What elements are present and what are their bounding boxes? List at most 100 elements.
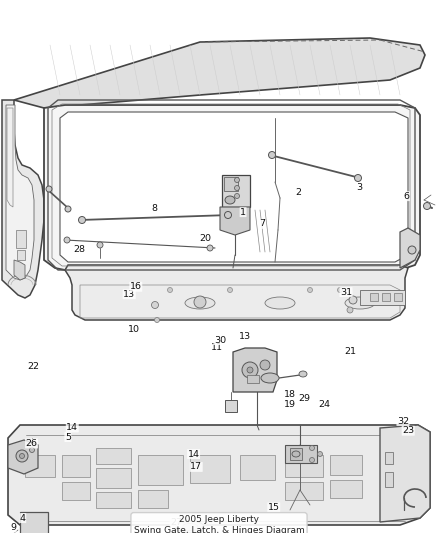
Bar <box>285 455 323 477</box>
Text: 3: 3 <box>356 183 362 192</box>
Circle shape <box>408 246 416 254</box>
Circle shape <box>307 287 312 293</box>
Text: 27: 27 <box>170 518 182 527</box>
Bar <box>385 452 393 464</box>
Bar <box>290 448 302 460</box>
Circle shape <box>318 451 322 456</box>
Circle shape <box>29 448 35 453</box>
Polygon shape <box>2 100 44 298</box>
Circle shape <box>225 212 232 219</box>
Circle shape <box>227 287 233 293</box>
Bar <box>62 482 90 500</box>
Bar <box>247 375 259 383</box>
Text: 2: 2 <box>295 189 301 197</box>
Bar <box>138 490 168 508</box>
Polygon shape <box>65 265 408 320</box>
Text: 24: 24 <box>318 400 330 408</box>
Polygon shape <box>220 207 250 235</box>
Bar <box>17 250 25 260</box>
Ellipse shape <box>176 521 204 533</box>
Text: 15: 15 <box>268 503 280 512</box>
Circle shape <box>354 174 361 182</box>
Bar <box>96 468 131 488</box>
Bar <box>62 455 90 477</box>
Polygon shape <box>7 108 13 207</box>
Polygon shape <box>8 440 38 474</box>
Bar <box>190 455 230 483</box>
Text: 10: 10 <box>127 325 140 334</box>
Bar <box>330 480 362 498</box>
Ellipse shape <box>225 196 235 204</box>
Bar <box>138 455 183 485</box>
Bar <box>330 455 362 475</box>
Bar <box>394 293 402 301</box>
Text: 14: 14 <box>187 450 200 458</box>
Polygon shape <box>44 105 420 270</box>
Circle shape <box>347 307 353 313</box>
Text: 21: 21 <box>344 348 357 356</box>
Text: 30: 30 <box>214 336 226 344</box>
Circle shape <box>65 206 71 212</box>
Text: 8: 8 <box>151 205 157 213</box>
Text: 22: 22 <box>27 362 39 371</box>
Circle shape <box>424 203 431 209</box>
Circle shape <box>349 296 357 304</box>
Text: 32: 32 <box>397 417 409 425</box>
Text: 29: 29 <box>298 394 311 403</box>
Text: 26: 26 <box>25 439 38 448</box>
Circle shape <box>155 318 159 322</box>
Text: 20: 20 <box>199 235 211 243</box>
Ellipse shape <box>292 451 300 457</box>
Circle shape <box>268 151 276 158</box>
Text: 6: 6 <box>403 192 410 200</box>
Polygon shape <box>6 105 34 280</box>
Polygon shape <box>14 38 425 108</box>
Ellipse shape <box>265 297 295 309</box>
Text: 9: 9 <box>10 523 16 532</box>
Polygon shape <box>60 112 408 262</box>
Bar <box>285 445 317 463</box>
Text: 28: 28 <box>74 245 86 254</box>
Text: 2005 Jeep Liberty
Swing Gate, Latch, & Hinges Diagram: 2005 Jeep Liberty Swing Gate, Latch, & H… <box>134 515 304 533</box>
Ellipse shape <box>185 297 215 309</box>
Bar <box>20 512 48 533</box>
Circle shape <box>46 186 52 192</box>
Bar <box>224 177 238 191</box>
Bar <box>25 455 55 477</box>
Text: 31: 31 <box>340 288 352 296</box>
Text: 14: 14 <box>66 423 78 432</box>
Ellipse shape <box>345 297 375 309</box>
Circle shape <box>338 287 343 293</box>
Bar <box>16 230 26 248</box>
Circle shape <box>97 242 103 248</box>
Ellipse shape <box>261 373 279 383</box>
Text: 17: 17 <box>190 463 202 471</box>
Circle shape <box>152 302 159 309</box>
Bar <box>240 455 275 480</box>
Polygon shape <box>225 400 237 412</box>
Circle shape <box>234 185 240 190</box>
Bar <box>385 472 393 487</box>
Bar <box>360 290 405 305</box>
Bar <box>285 482 323 500</box>
Text: 5: 5 <box>65 433 71 441</box>
Polygon shape <box>8 425 430 525</box>
Circle shape <box>207 245 213 251</box>
Text: 11: 11 <box>211 343 223 352</box>
Circle shape <box>234 193 240 198</box>
Text: 19: 19 <box>284 400 296 408</box>
Circle shape <box>78 216 85 223</box>
Text: 7: 7 <box>259 220 265 228</box>
Text: 13: 13 <box>123 290 135 298</box>
Polygon shape <box>400 228 420 268</box>
Text: 18: 18 <box>284 390 296 399</box>
Text: 13: 13 <box>239 333 251 341</box>
Circle shape <box>64 237 70 243</box>
Circle shape <box>194 296 206 308</box>
Circle shape <box>247 367 253 373</box>
Circle shape <box>16 450 28 462</box>
Circle shape <box>20 454 25 458</box>
Polygon shape <box>14 260 25 280</box>
Text: 4: 4 <box>20 514 26 522</box>
Bar <box>96 448 131 464</box>
